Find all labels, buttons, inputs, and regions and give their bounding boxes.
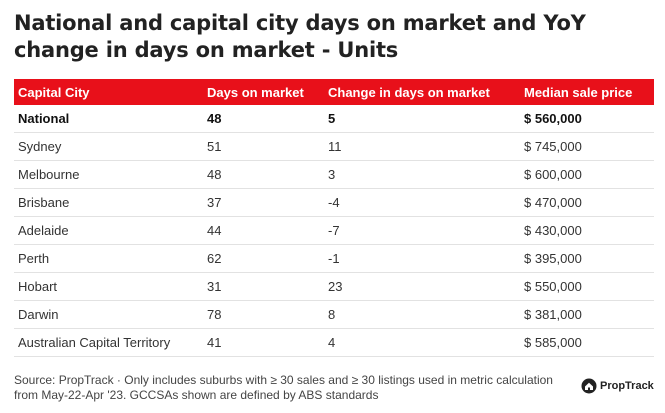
proptrack-house-icon bbox=[581, 378, 597, 394]
header-capital-city: Capital City bbox=[18, 84, 90, 100]
cell-days: 51 bbox=[203, 132, 324, 161]
cell-city: National bbox=[14, 105, 203, 133]
proptrack-logo: PropTrack bbox=[581, 376, 654, 396]
cell-price: $ 430,000 bbox=[520, 216, 654, 245]
cell-days: 37 bbox=[203, 188, 324, 217]
cell-change: 11 bbox=[324, 132, 520, 161]
header-days-on-market: Days on market bbox=[207, 84, 304, 100]
data-table-container: Capital City Days on market Change in da… bbox=[14, 79, 654, 357]
cell-city: Sydney bbox=[14, 132, 203, 161]
cell-days: 41 bbox=[203, 328, 324, 357]
cell-price: $ 585,000 bbox=[520, 328, 654, 357]
table-header-row: Capital City Days on market Change in da… bbox=[14, 79, 654, 105]
cell-city: Perth bbox=[14, 244, 203, 273]
table-row-act: Australian Capital Territory 41 4 $ 585,… bbox=[14, 328, 654, 357]
header-median-sale-price: Median sale price bbox=[524, 84, 633, 100]
cell-price: $ 470,000 bbox=[520, 188, 654, 217]
cell-change: -7 bbox=[324, 216, 520, 245]
source-footnote: Source: PropTrack · Only includes suburb… bbox=[14, 373, 553, 402]
cell-change: 23 bbox=[324, 272, 520, 301]
data-table: Capital City Days on market Change in da… bbox=[14, 79, 654, 357]
table-row-sydney: Sydney 51 11 $ 745,000 bbox=[14, 132, 654, 161]
table-row-darwin: Darwin 78 8 $ 381,000 bbox=[14, 300, 654, 329]
logo-text: PropTrack bbox=[600, 380, 654, 392]
table-row-hobart: Hobart 31 23 $ 550,000 bbox=[14, 272, 654, 301]
cell-city: Adelaide bbox=[14, 216, 203, 245]
cell-price: $ 550,000 bbox=[520, 272, 654, 301]
table-row-adelaide: Adelaide 44 -7 $ 430,000 bbox=[14, 216, 654, 245]
table-row-brisbane: Brisbane 37 -4 $ 470,000 bbox=[14, 188, 654, 217]
cell-change: 5 bbox=[324, 105, 520, 133]
cell-city: Melbourne bbox=[14, 160, 203, 189]
cell-price: $ 600,000 bbox=[520, 160, 654, 189]
cell-change: 8 bbox=[324, 300, 520, 329]
page-title: National and capital city days on market… bbox=[14, 11, 586, 62]
header-change-days-on-market: Change in days on market bbox=[328, 84, 490, 100]
cell-days: 48 bbox=[203, 160, 324, 189]
table-row-national: National 48 5 $ 560,000 bbox=[14, 105, 654, 133]
table-row-melbourne: Melbourne 48 3 $ 600,000 bbox=[14, 160, 654, 189]
cell-price: $ 745,000 bbox=[520, 132, 654, 161]
cell-days: 78 bbox=[203, 300, 324, 329]
cell-change: -4 bbox=[324, 188, 520, 217]
cell-city: Hobart bbox=[14, 272, 203, 301]
cell-change: 4 bbox=[324, 328, 520, 357]
cell-change: -1 bbox=[324, 244, 520, 273]
cell-city: Australian Capital Territory bbox=[14, 328, 203, 357]
cell-city: Brisbane bbox=[14, 188, 203, 217]
cell-price: $ 560,000 bbox=[520, 105, 654, 133]
cell-price: $ 395,000 bbox=[520, 244, 654, 273]
cell-days: 48 bbox=[203, 105, 324, 133]
cell-days: 62 bbox=[203, 244, 324, 273]
cell-city: Darwin bbox=[14, 300, 203, 329]
cell-change: 3 bbox=[324, 160, 520, 189]
cell-price: $ 381,000 bbox=[520, 300, 654, 329]
cell-days: 31 bbox=[203, 272, 324, 301]
cell-days: 44 bbox=[203, 216, 324, 245]
table-row-perth: Perth 62 -1 $ 395,000 bbox=[14, 244, 654, 273]
